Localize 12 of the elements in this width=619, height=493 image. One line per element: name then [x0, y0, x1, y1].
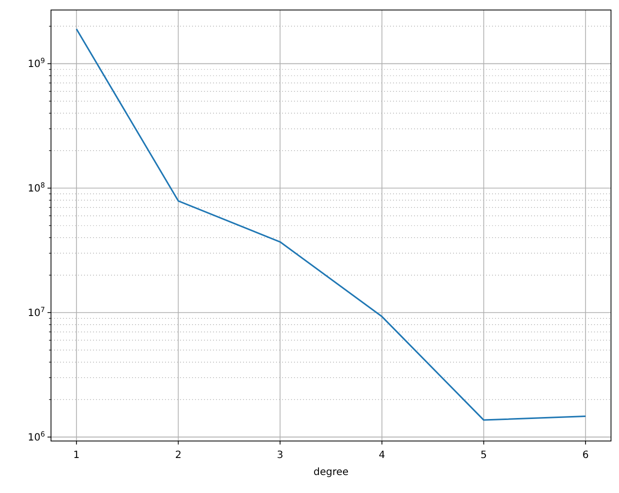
y-tick-label: 10$^{7}$	[28, 306, 45, 320]
y-tick-label: 10$^{8}$	[28, 182, 45, 195]
x-tick-label: 2	[175, 450, 182, 461]
x-tick-label: 4	[378, 450, 386, 461]
x-axis-title: degree	[313, 467, 349, 478]
x-tick-label: 5	[480, 450, 487, 461]
y-tick-label: 10$^{9}$	[28, 57, 45, 70]
x-tick-label: 3	[276, 450, 284, 461]
y-tick-label: 10$^{6}$	[28, 430, 46, 444]
x-tick-label: 6	[582, 450, 589, 461]
line-series	[76, 28, 586, 421]
x-tick-label: 1	[73, 450, 80, 461]
